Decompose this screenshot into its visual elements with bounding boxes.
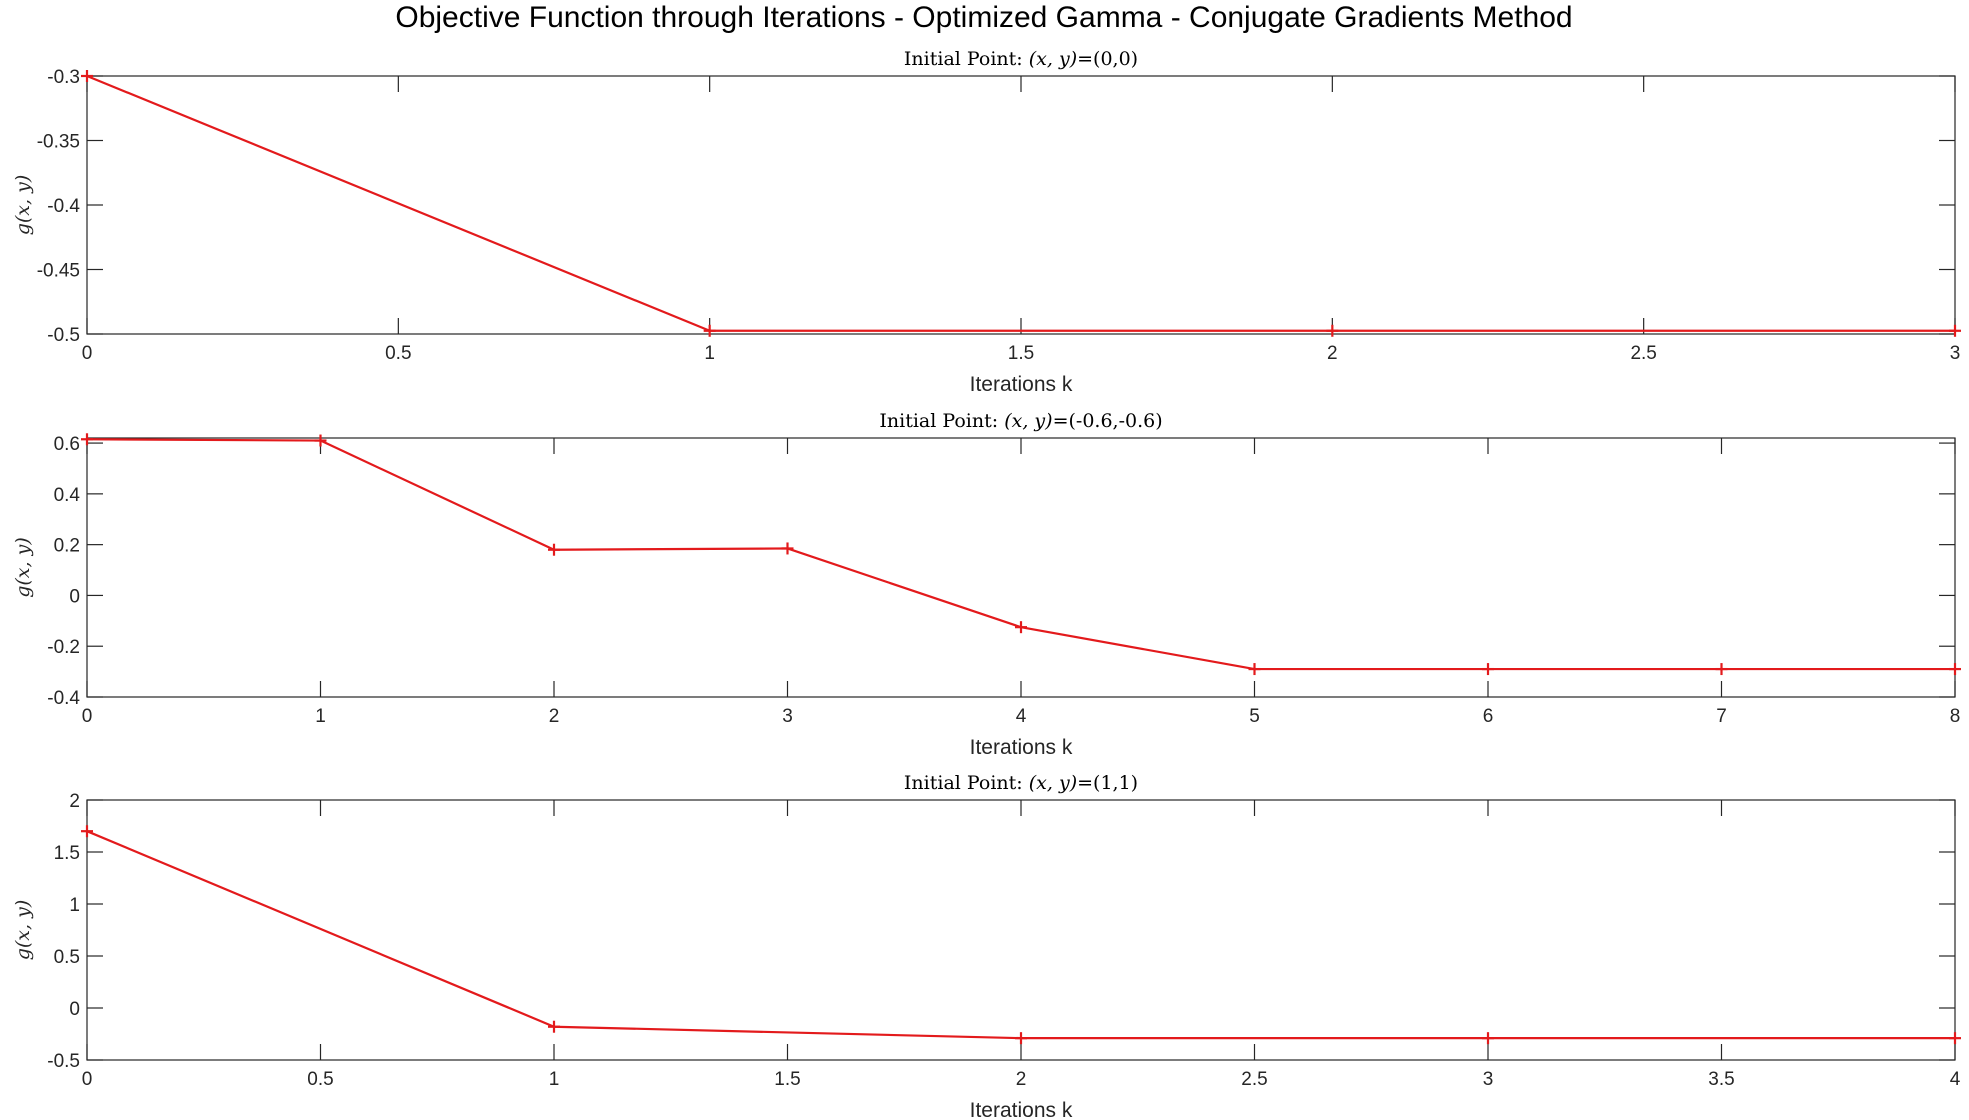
y-tick-label: -0.45 — [37, 261, 80, 282]
data-point — [1248, 663, 1261, 676]
subplot-title-math: (x, y) — [1029, 772, 1077, 794]
y-tick-label: -0.35 — [37, 132, 80, 153]
x-tick-label: 1.5 — [1008, 343, 1034, 364]
x-tick-label: 0 — [82, 706, 93, 727]
subplot-title-prefix: Initial Point: — [879, 410, 1004, 432]
y-tick-label: -0.2 — [47, 637, 80, 658]
y-tick-label: -0.5 — [47, 325, 80, 346]
x-tick-label: 3.5 — [1708, 1069, 1734, 1090]
data-point — [81, 825, 93, 838]
data-point — [1482, 1032, 1494, 1045]
subplot-title: Initial Point: (x, y)=(0,0) — [904, 48, 1138, 70]
data-point — [1482, 663, 1494, 676]
data-point — [1949, 324, 1961, 337]
y-tick-label: 1.5 — [54, 843, 80, 864]
data-point — [81, 70, 93, 82]
y-tick-label: 0.2 — [54, 536, 80, 557]
x-tick-label: 3 — [1950, 343, 1961, 364]
series-line — [86, 438, 1955, 671]
data-point — [1949, 1032, 1961, 1045]
subplot-title-prefix: Initial Point: — [904, 772, 1029, 794]
subplot-title-value: =(-0.6,-0.6) — [1053, 410, 1163, 432]
figure-title: Objective Function through Iterations - … — [395, 1, 1572, 34]
y-axis-label: g(x, y) — [12, 175, 34, 236]
data-point — [548, 543, 560, 556]
y-tick-label: 1 — [69, 895, 80, 916]
data-point — [81, 433, 93, 446]
y-tick-label: 0.4 — [54, 485, 81, 506]
subplot-2: Initial Point: (x, y)=(-0.6,-0.6) 0 1 2 3 4 5 6… — [12, 410, 1961, 759]
x-tick-label: 4 — [1016, 706, 1027, 727]
subplots: Initial Point: (x, y)=(0,0)0 0.5 1 1.5 2 2.5 3… — [12, 48, 1961, 1120]
x-tick-label: 3 — [1483, 1069, 1494, 1090]
y-tick-label: -0.4 — [47, 688, 80, 709]
x-tick-label: 2 — [549, 706, 560, 727]
y-tick-label: -0.5 — [47, 1051, 80, 1072]
x-tick-label: 0.5 — [385, 343, 411, 364]
series-line — [86, 74, 1955, 332]
x-tick-label: 4 — [1950, 1069, 1961, 1090]
subplot-title-math: (x, y) — [1029, 48, 1077, 70]
x-tick-label: 7 — [1716, 706, 1727, 727]
y-tick-label: 0.6 — [54, 434, 80, 455]
x-tick-label: 0 — [82, 1069, 93, 1090]
data-point — [1015, 1032, 1027, 1045]
data-point — [1326, 324, 1339, 337]
subplot-title-value: =(0,0) — [1077, 48, 1138, 70]
y-tick-label: 0 — [69, 586, 80, 607]
data-point — [1015, 621, 1027, 634]
data-point — [1949, 663, 1961, 676]
subplot-title-value: =(1,1) — [1077, 772, 1138, 794]
y-axis-label: g(x, y) — [12, 537, 34, 598]
x-tick-label: 3 — [782, 706, 793, 727]
subplot-title-prefix: Initial Point: — [904, 48, 1029, 70]
data-point — [703, 324, 716, 337]
x-axis-label: Iterations k — [970, 373, 1073, 396]
x-tick-label: 6 — [1483, 706, 1494, 727]
subplot-title: Initial Point: (x, y)=(1,1) — [904, 772, 1138, 794]
x-tick-label: 5 — [1249, 706, 1260, 727]
x-tick-label: 2.5 — [1241, 1069, 1267, 1090]
x-axis-label: Iterations k — [970, 1099, 1073, 1120]
data-point — [548, 1020, 560, 1033]
y-tick-label: 2 — [69, 791, 80, 812]
subplot-title-math: (x, y) — [1004, 410, 1052, 432]
x-tick-label: 2 — [1016, 1069, 1027, 1090]
x-axis-label: Iterations k — [970, 736, 1073, 759]
x-tick-label: 2.5 — [1630, 343, 1656, 364]
data-point — [1715, 663, 1728, 676]
x-tick-label: 1 — [704, 343, 715, 364]
subplot-title: Initial Point: (x, y)=(-0.6,-0.6) — [879, 410, 1162, 432]
axes-box — [86, 75, 1956, 335]
x-tick-label: 2 — [1327, 343, 1338, 364]
y-axis-label: g(x, y) — [12, 900, 34, 961]
subplot-1: Initial Point: (x, y)=(0,0) 0 0.5 1 1.5 2 2.5 3… — [12, 48, 1961, 396]
axes-box — [86, 799, 1956, 1061]
x-tick-label: 1 — [315, 706, 326, 727]
x-tick-label: 0 — [82, 343, 93, 364]
subplot-3: Initial Point: (x, y)=(1,1) 0 0.5 1 1.5 2 2.5 3… — [12, 772, 1961, 1120]
x-tick-label: 1.5 — [774, 1069, 800, 1090]
data-point — [781, 542, 794, 555]
y-tick-label: 0 — [69, 999, 80, 1020]
y-tick-label: 0.5 — [54, 947, 80, 968]
x-tick-label: 8 — [1950, 706, 1961, 727]
x-tick-label: 0.5 — [307, 1069, 333, 1090]
data-point — [314, 434, 327, 447]
x-tick-label: 1 — [549, 1069, 560, 1090]
y-tick-label: -0.4 — [47, 196, 80, 217]
y-tick-label: -0.3 — [47, 67, 80, 88]
series-line — [86, 830, 1955, 1040]
axes-box — [86, 437, 1956, 698]
